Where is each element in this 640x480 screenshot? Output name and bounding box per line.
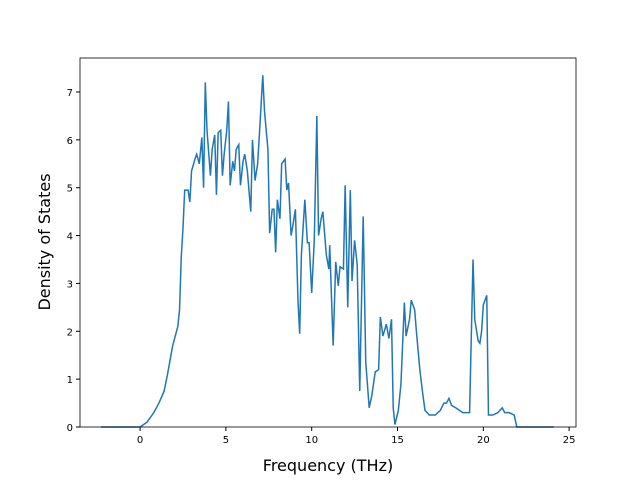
y-tick-label: 6: [67, 136, 73, 147]
x-tick-label: 20: [477, 435, 490, 446]
y-tick-label: 7: [67, 88, 73, 99]
x-tick-label: 0: [137, 435, 143, 446]
y-tick-label: 4: [67, 232, 73, 243]
plot-frame: [79, 57, 577, 428]
y-tick-label: 1: [67, 375, 73, 386]
x-tick-label: 15: [391, 435, 404, 446]
y-tick-label: 3: [67, 279, 73, 290]
x-tick-label: 5: [223, 435, 229, 446]
y-tick-label: 2: [67, 327, 73, 338]
x-axis-label: Frequency (THz): [263, 456, 393, 475]
y-tick-label: 0: [67, 423, 73, 434]
y-tick-label: 5: [67, 184, 73, 195]
x-tick-label: 25: [563, 435, 576, 446]
x-tick-label: 10: [305, 435, 318, 446]
line: [100, 75, 554, 428]
y-axis-label: Density of States: [35, 173, 54, 310]
